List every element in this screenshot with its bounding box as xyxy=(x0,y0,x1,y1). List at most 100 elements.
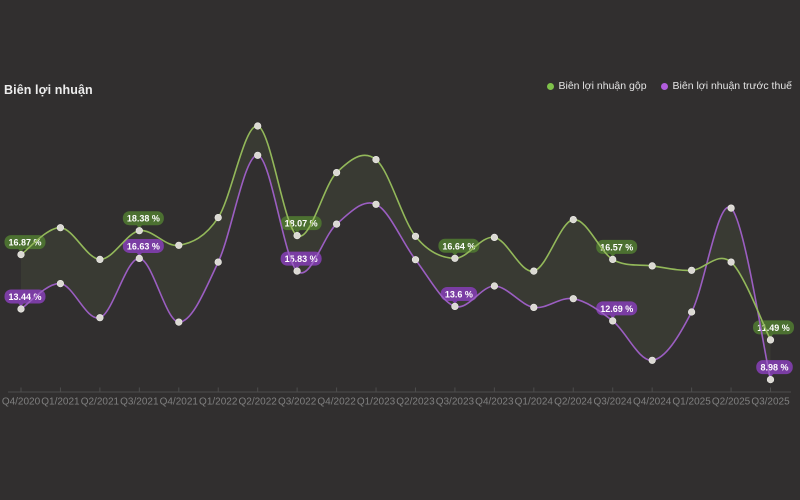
data-point-marker xyxy=(569,295,577,303)
data-point-marker xyxy=(451,302,459,311)
data-label-pointer xyxy=(451,300,459,305)
x-axis-label: Q1/2024 xyxy=(515,397,554,408)
data-label-badge-gross: 18.38 % xyxy=(122,211,164,229)
data-point-marker xyxy=(175,241,183,249)
data-point-marker xyxy=(333,220,341,228)
x-axis-label: Q1/2021 xyxy=(41,397,80,408)
data-point-marker xyxy=(56,224,65,232)
data-label-badge-pretax: 8.98 % xyxy=(756,360,793,378)
data-label-badge-pretax: 13.6 % xyxy=(440,286,478,305)
x-axis-label: Q2/2021 xyxy=(81,397,120,408)
data-label-pill xyxy=(440,286,478,301)
legend-item-gross-margin[interactable]: Biên lợi nhuận gộp xyxy=(546,80,647,92)
x-axis-label: Q2/2023 xyxy=(396,397,435,408)
data-label-pill xyxy=(122,238,164,253)
data-point-marker xyxy=(293,232,301,240)
x-axis-label: Q3/2022 xyxy=(278,397,317,408)
data-label-text: 18.07 % xyxy=(285,219,318,229)
legend-dot-gross-icon xyxy=(546,82,554,90)
data-point-marker xyxy=(530,267,538,275)
data-label-pointer xyxy=(293,264,301,269)
x-axis-label: Q1/2025 xyxy=(672,397,711,408)
data-point-marker xyxy=(214,258,222,266)
data-point-marker xyxy=(569,216,577,224)
legend-item-pretax-margin[interactable]: Biên lợi nhuận trước thuế xyxy=(660,80,792,92)
data-label-text: 15.83 % xyxy=(285,254,318,264)
data-label-text: 8.98 % xyxy=(760,363,788,373)
data-point-marker xyxy=(687,308,696,316)
data-label-pill xyxy=(596,301,638,316)
data-point-marker xyxy=(254,122,262,130)
data-label-pill xyxy=(438,238,480,253)
x-axis-label: Q2/2024 xyxy=(554,397,593,408)
series-band xyxy=(21,125,771,380)
data-point-marker xyxy=(687,266,696,274)
data-point-marker xyxy=(490,233,499,241)
data-point-marker xyxy=(293,267,301,275)
data-label-pointer xyxy=(609,314,617,319)
pretax-margin-line xyxy=(20,154,772,381)
data-label-text: 16.87 % xyxy=(8,238,41,248)
data-label-pointer xyxy=(17,302,25,307)
data-label-pill xyxy=(596,239,638,254)
x-axis-label: Q3/2025 xyxy=(751,397,790,408)
x-axis-label: Q2/2025 xyxy=(712,397,751,408)
data-label-pill xyxy=(4,289,46,304)
x-axis-label: Q4/2021 xyxy=(160,397,199,408)
data-label-pointer xyxy=(609,252,617,257)
data-label-badge-pretax: 16.63 % xyxy=(122,238,164,257)
data-point-marker xyxy=(648,262,656,270)
data-point-marker xyxy=(333,169,341,177)
data-point-marker xyxy=(609,255,617,264)
data-label-badge-gross: 16.57 % xyxy=(596,239,638,257)
data-point-marker xyxy=(214,214,222,222)
data-point-marker xyxy=(96,314,104,322)
x-axis-label: Q3/2024 xyxy=(594,397,633,408)
x-axis-label: Q3/2023 xyxy=(436,397,475,408)
x-axis-label: Q1/2023 xyxy=(357,397,396,408)
data-point-marker xyxy=(727,204,735,212)
chart-legend: Biên lợi nhuận gộp Biên lợi nhuận trước … xyxy=(546,80,792,92)
data-point-marker xyxy=(766,336,775,344)
data-label-text: 11.49 % xyxy=(757,323,790,333)
data-point-marker xyxy=(372,200,380,208)
data-label-text: 13.6 % xyxy=(445,289,473,299)
data-label-pointer xyxy=(135,252,143,257)
data-point-marker xyxy=(17,305,25,313)
legend-label-gross: Biên lợi nhuận gộp xyxy=(558,80,647,92)
data-label-pill xyxy=(4,235,46,250)
data-point-marker xyxy=(648,356,656,364)
data-label-text: 12.69 % xyxy=(600,304,633,314)
gross-margin-line xyxy=(20,125,772,341)
data-label-text: 13.44 % xyxy=(8,292,41,302)
data-label-badge-gross: 16.87 % xyxy=(4,235,46,253)
x-axis-label: Q4/2022 xyxy=(317,397,356,408)
data-point-marker xyxy=(609,317,617,325)
data-label-text: 16.63 % xyxy=(127,241,160,251)
x-axis-label: Q4/2024 xyxy=(633,397,672,408)
data-point-marker xyxy=(254,151,262,159)
data-label-pill xyxy=(122,211,164,226)
data-point-marker xyxy=(56,280,65,288)
data-label-pointer xyxy=(293,229,301,234)
data-point-marker xyxy=(135,254,143,262)
x-axis-label: Q4/2023 xyxy=(475,397,514,408)
data-point-marker xyxy=(490,282,499,290)
data-point-marker xyxy=(175,318,183,326)
data-label-text: 16.64 % xyxy=(442,241,475,251)
x-axis-label: Q3/2021 xyxy=(120,397,159,408)
data-point-marker xyxy=(530,303,538,312)
x-axis-label: Q4/2020 xyxy=(2,397,41,408)
data-label-badge-pretax: 13.44 % xyxy=(4,289,46,307)
chart-title: Biên lợi nhuận xyxy=(4,83,93,97)
data-label-badge-pretax: 12.69 % xyxy=(596,301,638,319)
data-point-marker xyxy=(135,227,143,235)
data-point-marker xyxy=(96,255,104,264)
data-point-marker xyxy=(451,254,459,262)
data-point-marker xyxy=(411,232,420,240)
data-label-text: 16.57 % xyxy=(600,242,633,252)
x-axis-label: Q2/2022 xyxy=(238,397,277,408)
data-label-pointer xyxy=(451,251,459,256)
data-point-marker xyxy=(411,256,420,264)
